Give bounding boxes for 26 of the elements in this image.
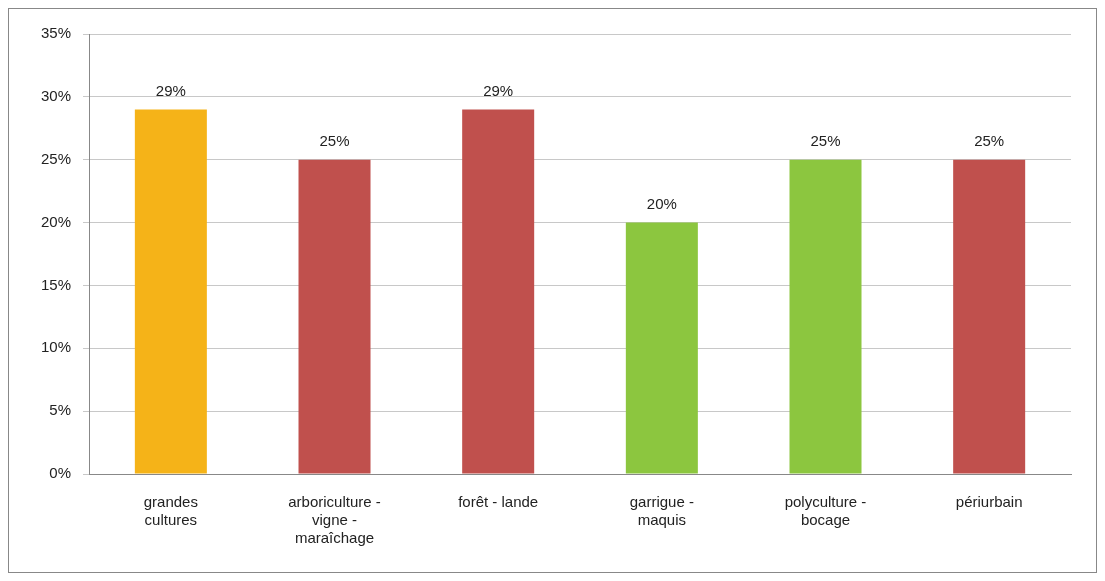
bar [134,109,207,474]
x-tick-label: garrigue - maquis [629,493,694,529]
x-tick-label: arboriculture - vigne - maraîchage [288,493,381,547]
y-tick-label: 15% [40,275,72,293]
x-tick-label: polyculture - bocage [784,493,867,529]
y-tick-label: 35% [40,24,72,42]
bar [625,222,698,474]
x-tick-label: grandes cultures [143,493,198,529]
y-tick-label: 25% [40,149,72,167]
y-tick-label: 30% [40,87,72,104]
data-label: 25% [810,132,841,150]
data-label: 25% [319,132,350,150]
data-label: 25% [974,132,1005,150]
bar [298,159,371,474]
data-label: 29% [483,82,514,100]
x-tick-label: forêt - lande [458,493,539,511]
data-label: 20% [646,195,677,213]
y-tick-label: 5% [49,401,72,419]
bar [953,159,1026,474]
y-tick-label: 10% [40,338,72,356]
y-tick-label: 0% [49,464,72,482]
bar [462,109,535,474]
bar [789,159,862,474]
data-label: 29% [155,82,186,100]
x-tick-label: périurbain [955,493,1023,511]
y-tick-label: 20% [40,212,72,230]
